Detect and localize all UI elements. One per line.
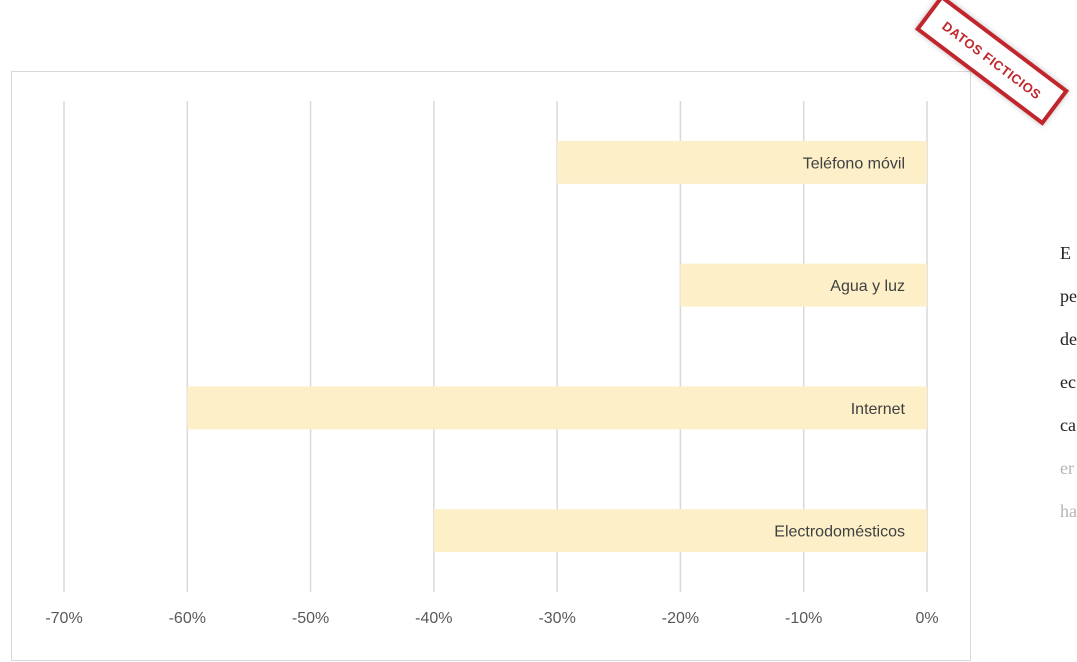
x-tick-label: -40% <box>415 610 452 627</box>
x-tick-label: -60% <box>169 610 206 627</box>
chart-area: -70% -60% -50% -40% -30% -20% -10% 0% Teléfono m… <box>11 71 971 661</box>
bar <box>557 140 927 184</box>
bar-category-label: Teléfono móvil <box>803 155 905 172</box>
bar <box>680 263 927 307</box>
x-tick-label: -30% <box>538 610 575 627</box>
x-tick-label: -70% <box>45 610 82 627</box>
x-tick-label: -20% <box>662 610 699 627</box>
x-tick-label: -10% <box>785 610 822 627</box>
bar <box>433 509 927 553</box>
side-text-line: pe <box>1060 286 1077 306</box>
side-text-line: ec <box>1060 372 1076 392</box>
side-text-line: de <box>1060 329 1077 349</box>
bar-category-label: Electrodomésticos <box>774 524 905 541</box>
side-text-line: ca <box>1060 415 1076 435</box>
side-text-line: ha <box>1060 501 1077 521</box>
bar-category-label: Internet <box>851 401 906 418</box>
x-tick-label: -50% <box>292 610 329 627</box>
bar-category-label: Agua y luz <box>830 278 905 295</box>
bar <box>187 386 928 430</box>
x-tick-label: 0% <box>915 610 938 627</box>
side-paragraph-fragment: E pe de ec ca er ha <box>1060 232 1077 533</box>
side-text-line: er <box>1060 458 1074 478</box>
bar-chart: -70% -60% -50% -40% -30% -20% -10% 0% Teléfono m… <box>45 101 939 627</box>
side-text-line: E <box>1060 243 1071 263</box>
